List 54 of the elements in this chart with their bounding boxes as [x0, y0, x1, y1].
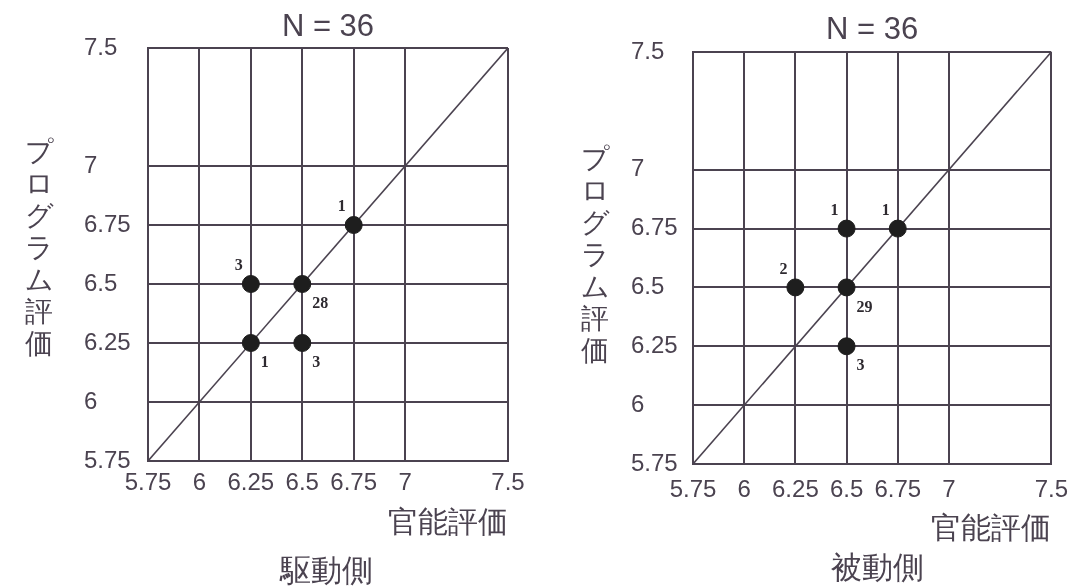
annotation: 1: [830, 200, 839, 218]
chart-title: N = 36: [826, 10, 919, 46]
point: [241, 334, 260, 352]
point: [837, 278, 856, 297]
y-tick-label: 6: [631, 389, 645, 417]
y-tick-label: 6.75: [84, 209, 131, 237]
y-axis-title: プログラム評価: [24, 135, 54, 360]
x-tick-label: 6: [192, 468, 207, 496]
chart-title: N = 36: [281, 7, 375, 43]
y-tick-label: 7.5: [84, 32, 118, 60]
annotation: 29: [856, 297, 873, 315]
annotation: 1: [337, 197, 346, 215]
x-tick-label: 6.25: [227, 468, 275, 496]
point: [344, 216, 363, 234]
point: [837, 337, 856, 356]
x-axis-title: 官能評価: [931, 509, 1052, 545]
annotation: 1: [881, 200, 890, 218]
y-tick-label: 7: [84, 150, 98, 178]
y-tick-label: 6.25: [631, 330, 678, 358]
annotation: 3: [312, 353, 321, 371]
point: [888, 219, 907, 238]
x-tick-label: 6: [737, 475, 751, 503]
point: [241, 275, 260, 293]
point: [837, 219, 856, 238]
annotation: 1: [260, 353, 269, 371]
y-tick-label: 6.5: [84, 268, 118, 296]
x-tick-label: 7.5: [1034, 475, 1069, 503]
y-tick-label: 6.25: [84, 327, 131, 355]
x-tick-label: 6.5: [285, 468, 319, 496]
annotation: 3: [856, 356, 865, 374]
annotation: 2: [779, 259, 788, 277]
text: 駆動側: [279, 552, 373, 588]
x-tick-label: 7: [942, 475, 956, 503]
y-axis-title: プログラム評価: [580, 142, 610, 367]
point: [786, 278, 805, 297]
x-axis-title: 官能評価: [388, 503, 508, 539]
annotation: 3: [234, 256, 243, 274]
text: 被動側: [830, 549, 924, 585]
point: [293, 275, 312, 293]
y-tick-label: 6.5: [631, 272, 665, 300]
x-tick-label: 7: [398, 468, 412, 496]
y-tick-label: 7.5: [631, 36, 665, 64]
y-tick-label: 6.75: [631, 213, 678, 241]
x-tick-label: 5.75: [669, 475, 717, 503]
point: [293, 334, 312, 352]
x-tick-label: 6.75: [330, 468, 378, 496]
x-tick-label: 6.25: [772, 475, 819, 503]
x-tick-label: 7.5: [491, 468, 525, 496]
annotation: 28: [312, 294, 329, 312]
y-tick-label: 7: [631, 154, 645, 182]
x-tick-label: 6.75: [874, 475, 922, 503]
y-tick-label: 6: [84, 386, 98, 414]
x-tick-label: 6.5: [829, 475, 864, 503]
y-tick-label: 5.75: [631, 448, 678, 476]
